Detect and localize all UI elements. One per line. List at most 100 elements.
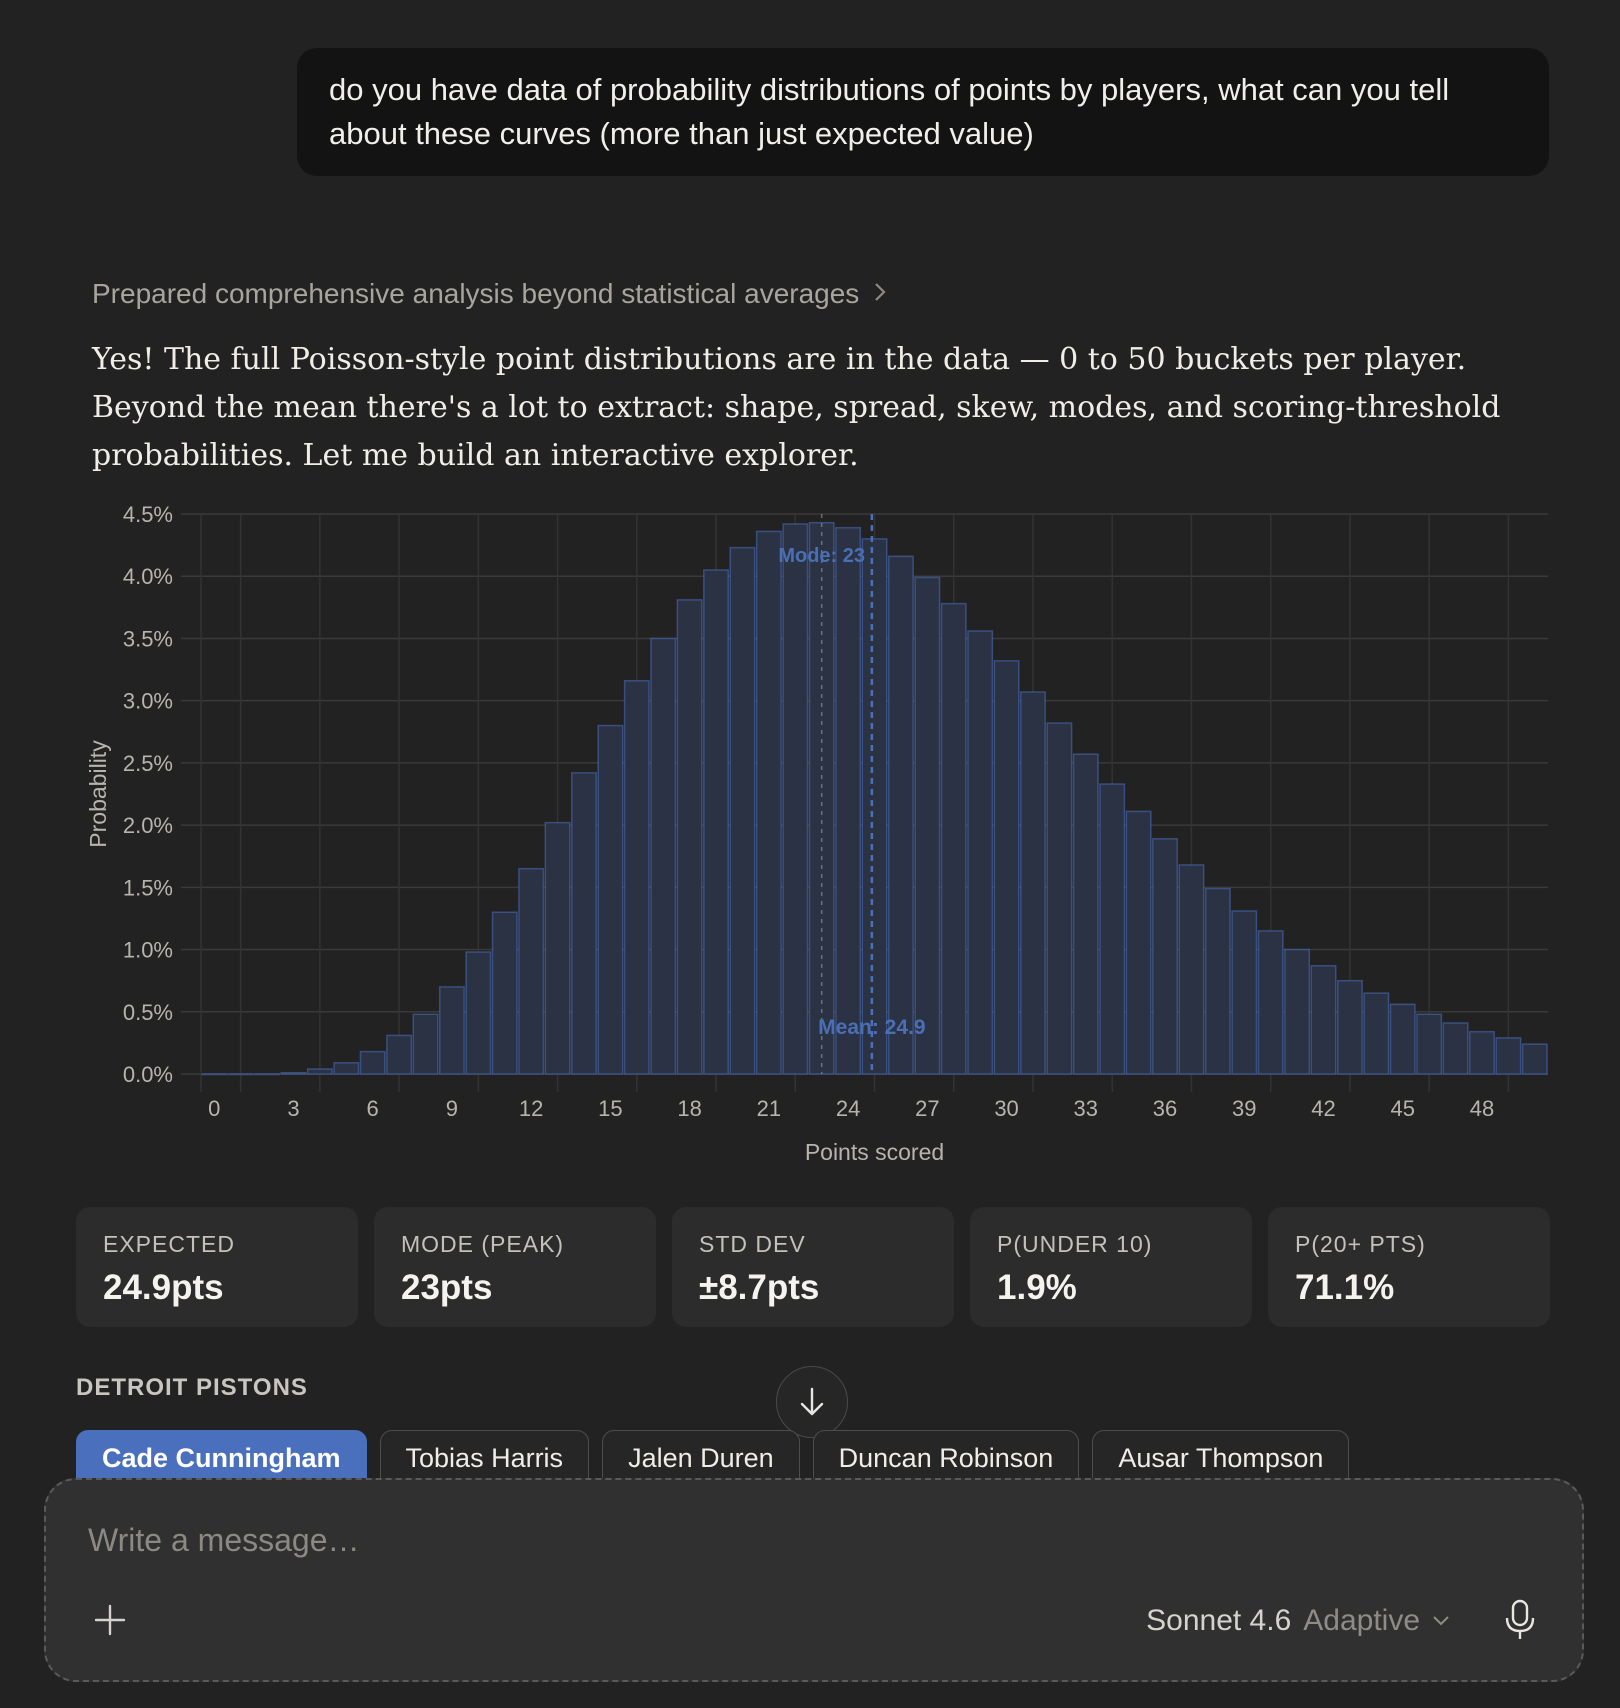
plus-icon[interactable] xyxy=(90,1600,130,1640)
x-tick-label: 33 xyxy=(1074,1096,1098,1121)
stats-row: EXPECTED 24.9pts MODE (PEAK) 23pts STD D… xyxy=(76,1207,1550,1327)
y-tick-label: 4.0% xyxy=(123,564,173,589)
distribution-bar xyxy=(1495,1037,1522,1075)
distribution-bar xyxy=(201,1073,228,1076)
distribution-bar xyxy=(1363,992,1390,1075)
x-tick-label: 3 xyxy=(287,1096,299,1121)
player-tab-tobias-harris[interactable]: Tobias Harris xyxy=(379,1430,590,1478)
stat-value: ±8.7pts xyxy=(699,1268,820,1307)
distribution-bar xyxy=(254,1073,280,1076)
distribution-bar xyxy=(887,555,914,1075)
y-axis-label: Probability xyxy=(85,740,111,848)
distribution-bar xyxy=(280,1072,307,1075)
distribution-bar xyxy=(755,530,782,1075)
distribution-bar xyxy=(386,1034,413,1075)
scroll-to-bottom-button[interactable] xyxy=(776,1366,848,1438)
distribution-bar xyxy=(993,660,1020,1075)
x-tick-label: 30 xyxy=(994,1096,1018,1121)
distribution-bar xyxy=(967,630,994,1075)
y-tick-label: 1.0% xyxy=(123,938,173,963)
y-tick-label: 2.5% xyxy=(123,751,173,776)
y-tick-label: 4.5% xyxy=(123,502,173,527)
distribution-bar xyxy=(1336,979,1363,1075)
user-message-text: do you have data of probability distribu… xyxy=(329,72,1450,151)
distribution-bar xyxy=(1231,910,1258,1075)
y-tick-label: 2.0% xyxy=(123,813,173,838)
y-tick-label: 3.5% xyxy=(123,626,173,651)
y-tick-label: 0.0% xyxy=(123,1062,173,1087)
x-axis-label: Points scored xyxy=(805,1139,944,1165)
x-tick-label: 18 xyxy=(677,1096,701,1121)
y-tick-label: 0.5% xyxy=(123,1000,173,1025)
distribution-bar xyxy=(1099,783,1126,1075)
distribution-bar xyxy=(914,576,941,1075)
team-label: DETROIT PISTONS xyxy=(76,1374,308,1401)
distribution-bar xyxy=(491,911,518,1075)
x-tick-label: 36 xyxy=(1153,1096,1177,1121)
stat-card-p-under-10: P(UNDER 10) 1.9% xyxy=(970,1207,1252,1327)
user-message-bubble: do you have data of probability distribu… xyxy=(297,48,1549,176)
distribution-bar xyxy=(1125,810,1152,1075)
stat-card-expected: EXPECTED 24.9pts xyxy=(76,1207,358,1327)
distribution-bar xyxy=(544,821,571,1075)
distribution-bar xyxy=(1521,1043,1548,1075)
stat-card-std-dev: STD DEV ±8.7pts xyxy=(672,1207,954,1327)
mean-line-label: Mean: 24.9 xyxy=(818,1016,925,1039)
x-tick-label: 6 xyxy=(367,1096,379,1121)
chevron-right-icon xyxy=(873,279,887,310)
distribution-bar xyxy=(571,772,597,1075)
message-composer: Write a message… Sonnet 4.6 Adaptive xyxy=(44,1478,1584,1682)
distribution-bar xyxy=(1389,1003,1416,1075)
player-selector: Cade Cunningham Tobias Harris Jalen Dure… xyxy=(76,1430,1350,1478)
distribution-bar xyxy=(1442,1022,1469,1075)
x-tick-label: 9 xyxy=(446,1096,458,1121)
x-tick-label: 39 xyxy=(1232,1096,1256,1121)
distribution-bar xyxy=(227,1073,254,1076)
x-tick-label: 0 xyxy=(208,1096,220,1121)
microphone-icon[interactable] xyxy=(1500,1598,1540,1642)
x-tick-label: 42 xyxy=(1311,1096,1335,1121)
distribution-bar xyxy=(861,538,888,1075)
message-input[interactable]: Write a message… xyxy=(88,1522,360,1558)
y-tick-label: 3.0% xyxy=(123,689,173,714)
x-tick-label: 15 xyxy=(598,1096,622,1121)
distribution-bar xyxy=(729,546,756,1075)
stat-label: STD DEV xyxy=(699,1231,806,1257)
stat-label: P(20+ PTS) xyxy=(1295,1231,1426,1257)
distribution-bar xyxy=(676,599,703,1075)
player-tab-ausar-thompson[interactable]: Ausar Thompson xyxy=(1092,1430,1350,1478)
stat-value: 71.1% xyxy=(1295,1268,1395,1307)
thinking-summary-text: Prepared comprehensive analysis beyond s… xyxy=(92,278,860,309)
distribution-bar xyxy=(1310,964,1337,1075)
player-tab-cade-cunningham[interactable]: Cade Cunningham xyxy=(76,1430,367,1478)
assistant-answer-text: Yes! The full Poisson-style point distri… xyxy=(92,342,1501,473)
model-mode: Adaptive xyxy=(1303,1604,1420,1637)
stat-value: 24.9pts xyxy=(103,1268,224,1307)
points-distribution-chart: 0.0% 0.5% 1.0% 1.5% 2.0% 2.5% 3.0% 3.5% 4.0% 4.5%… xyxy=(85,502,1548,1165)
distribution-bar xyxy=(412,1013,439,1075)
stat-label: P(UNDER 10) xyxy=(997,1231,1153,1257)
distribution-bar xyxy=(518,867,545,1075)
model-selector[interactable]: Sonnet 4.6 Adaptive xyxy=(1146,1604,1450,1638)
distribution-bar xyxy=(359,1050,386,1075)
distribution-bar xyxy=(835,526,862,1075)
distribution-bar xyxy=(1284,948,1311,1075)
player-tab-jalen-duren[interactable]: Jalen Duren xyxy=(602,1430,800,1478)
x-tick-label: 48 xyxy=(1470,1096,1494,1121)
distribution-bar xyxy=(940,602,967,1075)
stat-value: 23pts xyxy=(401,1268,493,1307)
distribution-bar xyxy=(597,724,624,1075)
stat-value: 1.9% xyxy=(997,1268,1077,1307)
distribution-bar xyxy=(1152,838,1178,1075)
distribution-bar xyxy=(438,986,465,1075)
y-tick-label: 1.5% xyxy=(123,875,173,900)
player-tab-duncan-robinson[interactable]: Duncan Robinson xyxy=(812,1430,1080,1478)
distribution-bar xyxy=(1046,722,1073,1075)
stat-card-p-20-plus: P(20+ PTS) 71.1% xyxy=(1268,1207,1550,1327)
arrow-down-icon xyxy=(800,1387,824,1416)
stat-card-mode: MODE (PEAK) 23pts xyxy=(374,1207,656,1327)
mode-line-label: Mode: 23 xyxy=(778,545,865,567)
thinking-summary-toggle[interactable]: Prepared comprehensive analysis beyond s… xyxy=(92,278,887,310)
stat-label: MODE (PEAK) xyxy=(401,1231,565,1257)
distribution-bar xyxy=(306,1068,333,1075)
